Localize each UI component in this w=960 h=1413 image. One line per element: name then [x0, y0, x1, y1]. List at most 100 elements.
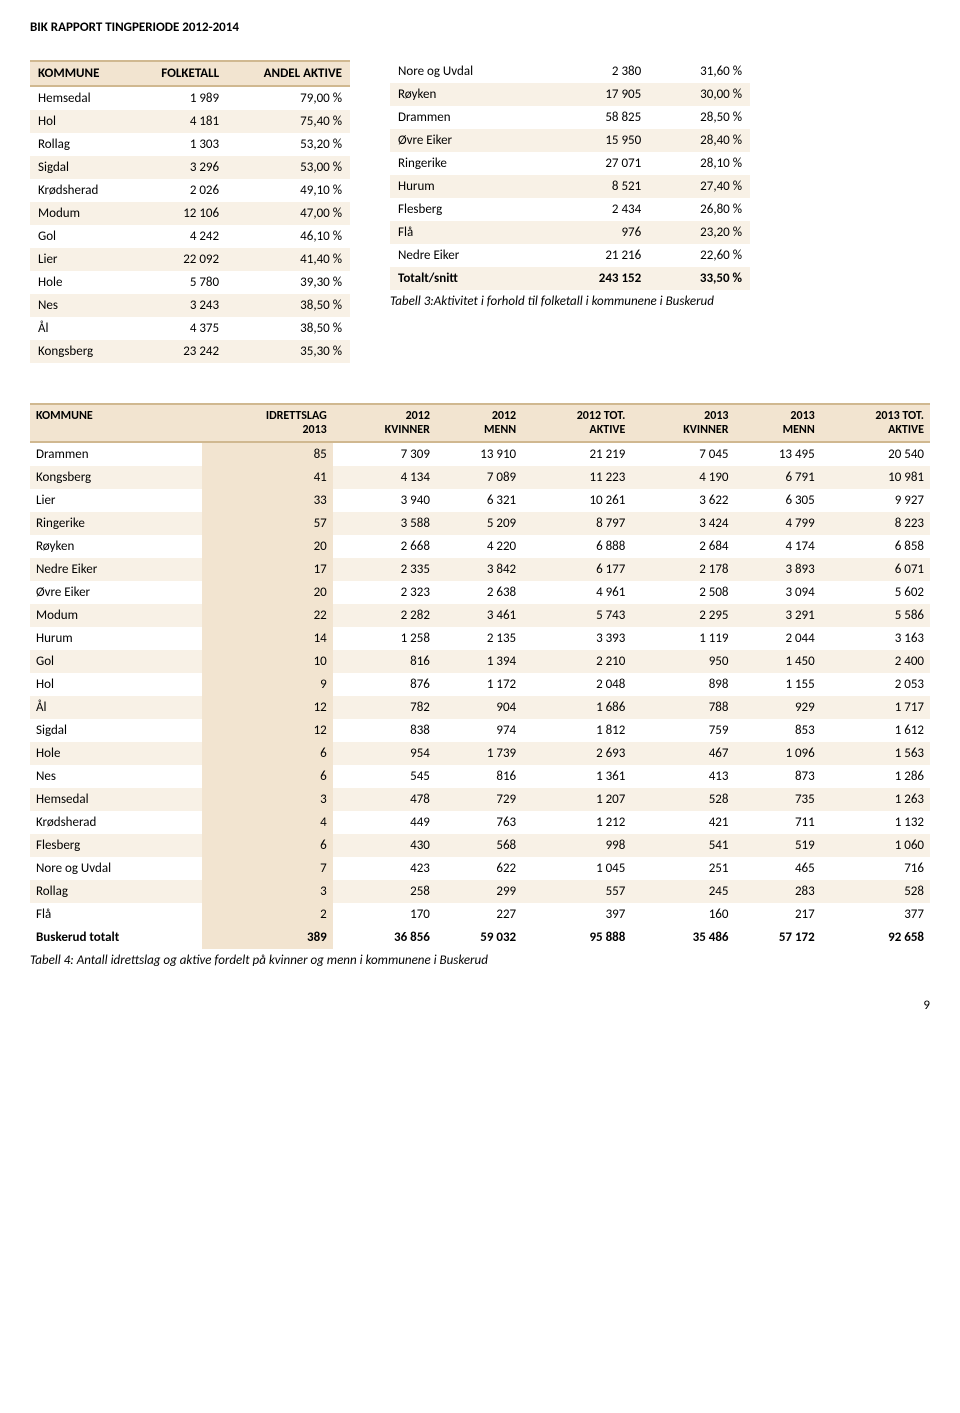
t1-cell-andel: 79,00 %: [227, 86, 350, 110]
t1-cell-kommune: Rollag: [30, 133, 131, 156]
t3-cell: 6 888: [522, 535, 631, 558]
t3-cell: 20: [202, 535, 333, 558]
t2-cell: Nedre Eiker: [390, 244, 548, 267]
t3-cell: Gol: [30, 650, 202, 673]
t2-cell: Røyken: [390, 83, 548, 106]
t2-cell: 17 905: [548, 83, 649, 106]
t3-cell: 5 209: [436, 512, 522, 535]
top-tables-row: KOMMUNE FOLKETALL ANDEL AKTIVE Hemsedal1…: [30, 60, 930, 363]
t2-cell: Flesberg: [390, 198, 548, 221]
t3-cell: 33: [202, 489, 333, 512]
table-row: Hurum8 52127,40 %: [390, 175, 750, 198]
t1-cell-kommune: Nes: [30, 294, 131, 317]
t3-cell: 1 739: [436, 742, 522, 765]
table-row: Ringerike27 07128,10 %: [390, 152, 750, 175]
table-row: Krødsherad44497631 2124217111 132: [30, 811, 930, 834]
table1-wrapper: KOMMUNE FOLKETALL ANDEL AKTIVE Hemsedal1…: [30, 60, 350, 363]
t3-cell: Hol: [30, 673, 202, 696]
t1-cell-andel: 75,40 %: [227, 110, 350, 133]
t3-cell: Krødsherad: [30, 811, 202, 834]
t1-cell-andel: 53,00 %: [227, 156, 350, 179]
t3-cell: 545: [333, 765, 436, 788]
t3-cell: 283: [735, 880, 821, 903]
t3-cell: 3 424: [631, 512, 734, 535]
t3-cell: 568: [436, 834, 522, 857]
table-row: Sigdal128389741 8127598531 612: [30, 719, 930, 742]
t3-cell: 541: [631, 834, 734, 857]
t3-cell: 528: [821, 880, 930, 903]
t3-cell: Nore og Uvdal: [30, 857, 202, 880]
table-row: Ål127829041 6867889291 717: [30, 696, 930, 719]
t1-cell-kommune: Hol: [30, 110, 131, 133]
t3-total-cell: 389: [202, 926, 333, 949]
t3-cell: Lier: [30, 489, 202, 512]
t1-cell-kommune: Modum: [30, 202, 131, 225]
t2-cell: 26,80 %: [649, 198, 750, 221]
t3-cell: 1 563: [821, 742, 930, 765]
t3-cell: 3: [202, 788, 333, 811]
t3-cell: 465: [735, 857, 821, 880]
t3-cell: 13 910: [436, 442, 522, 466]
table-row: Nes65458161 3614138731 286: [30, 765, 930, 788]
t1-cell-andel: 35,30 %: [227, 340, 350, 363]
doc-title: BIK RAPPORT TINGPERIODE 2012-2014: [30, 20, 930, 35]
t3-cell: 3 291: [735, 604, 821, 627]
t3-cell: 7 045: [631, 442, 734, 466]
table-row: Hemsedal1 98979,00 %: [30, 86, 350, 110]
t3-cell: 478: [333, 788, 436, 811]
t3-header: 2013MENN: [735, 404, 821, 442]
table-row: Øvre Eiker15 95028,40 %: [390, 129, 750, 152]
t2-cell: 2 434: [548, 198, 649, 221]
t3-cell: 763: [436, 811, 522, 834]
t3-cell: 974: [436, 719, 522, 742]
t3-cell: 413: [631, 765, 734, 788]
t3-cell: 1 172: [436, 673, 522, 696]
table-row: Rollag1 30353,20 %: [30, 133, 350, 156]
t3-cell: 1 207: [522, 788, 631, 811]
t2-total-cell: 243 152: [548, 267, 649, 290]
t3-header: IDRETTSLAG2013: [202, 404, 333, 442]
t3-cell: 729: [436, 788, 522, 811]
t3-cell: Hemsedal: [30, 788, 202, 811]
t3-cell: 17: [202, 558, 333, 581]
table-row: Nes3 24338,50 %: [30, 294, 350, 317]
table-row: Lier333 9406 32110 2613 6226 3059 927: [30, 489, 930, 512]
t1-cell-andel: 41,40 %: [227, 248, 350, 271]
t3-cell: Nes: [30, 765, 202, 788]
t3-cell: 160: [631, 903, 734, 926]
table-row: Modum222 2823 4615 7432 2953 2915 586: [30, 604, 930, 627]
t3-cell: 467: [631, 742, 734, 765]
table-row: Hemsedal34787291 2075287351 263: [30, 788, 930, 811]
t3-cell: 898: [631, 673, 734, 696]
t3-cell: 788: [631, 696, 734, 719]
table-row: Gol4 24246,10 %: [30, 225, 350, 248]
t3-cell: 12: [202, 719, 333, 742]
t2-cell: 22,60 %: [649, 244, 750, 267]
t3-cell: Flå: [30, 903, 202, 926]
t3-cell: Hurum: [30, 627, 202, 650]
t2-cell: 28,40 %: [649, 129, 750, 152]
table-row: Flesberg2 43426,80 %: [390, 198, 750, 221]
table-row: Røyken17 90530,00 %: [390, 83, 750, 106]
t3-cell: 8 223: [821, 512, 930, 535]
table-row: Øvre Eiker202 3232 6384 9612 5083 0945 6…: [30, 581, 930, 604]
table-row: Hole5 78039,30 %: [30, 271, 350, 294]
t1-h2: ANDEL AKTIVE: [227, 61, 350, 86]
t3-cell: 1 717: [821, 696, 930, 719]
t3-cell: Flesberg: [30, 834, 202, 857]
t2-cell: 21 216: [548, 244, 649, 267]
t3-cell: 519: [735, 834, 821, 857]
t3-cell: 528: [631, 788, 734, 811]
table-total-row: Totalt/snitt243 15233,50 %: [390, 267, 750, 290]
t2-cell: 27,40 %: [649, 175, 750, 198]
t3-cell: Sigdal: [30, 719, 202, 742]
table-row: Røyken202 6684 2206 8882 6844 1746 858: [30, 535, 930, 558]
t3-cell: 12: [202, 696, 333, 719]
t3-cell: 4 134: [333, 466, 436, 489]
t3-cell: 2 135: [436, 627, 522, 650]
t3-cell: 6 858: [821, 535, 930, 558]
t3-cell: 5 602: [821, 581, 930, 604]
t3-cell: 6: [202, 742, 333, 765]
t3-cell: 4 174: [735, 535, 821, 558]
t3-cell: 7: [202, 857, 333, 880]
